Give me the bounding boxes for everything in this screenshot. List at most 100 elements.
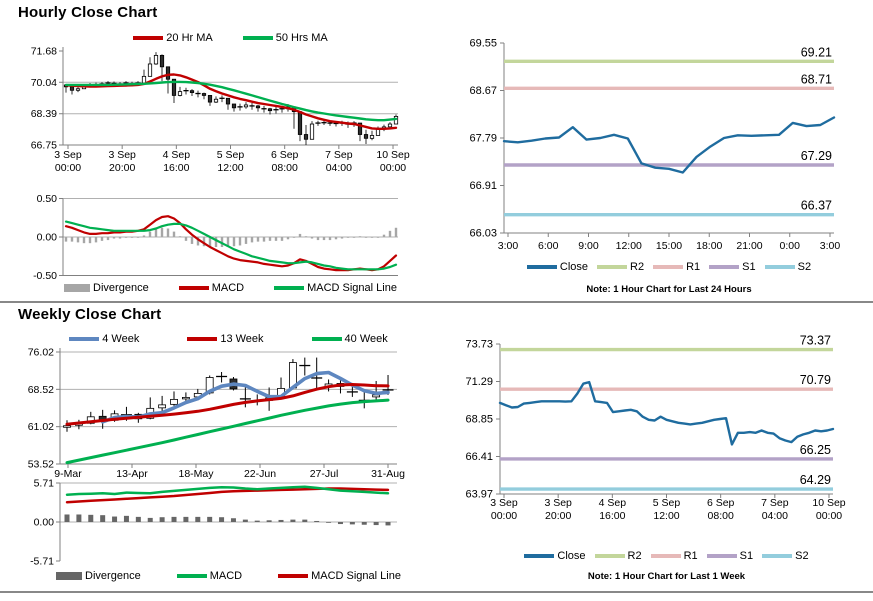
- y-tick-label: 70.04: [31, 77, 57, 89]
- candle-body: [213, 98, 219, 103]
- x-tick-label: 18-May: [178, 468, 214, 480]
- x-tick-label: 27-Jul: [310, 468, 339, 480]
- y-tick-label: 0.00: [34, 517, 55, 529]
- divergence-bar: [262, 237, 266, 242]
- legend-line-swatch: [133, 35, 164, 40]
- divergence-bar: [326, 522, 332, 523]
- divergence-bar: [352, 237, 356, 238]
- hourly-pivot-note: Note: 1 Hour Chart for Last 24 Hours: [586, 284, 752, 295]
- section-divider: [0, 301, 873, 303]
- legend-label: R1: [683, 549, 698, 562]
- legend-label: Close: [559, 260, 589, 273]
- macd-signal-line: [64, 220, 398, 271]
- x-tick-label: 04:00: [762, 510, 788, 522]
- divergence-bar: [70, 237, 74, 242]
- x-tick-label: 00:00: [816, 510, 842, 522]
- legend-line-swatch: [176, 573, 207, 578]
- y-tick-label: 5.71: [34, 478, 55, 490]
- candle-body: [181, 396, 190, 400]
- legend-line-swatch: [594, 553, 625, 558]
- x-tick-label: 00:00: [380, 162, 406, 174]
- divergence-bar: [208, 237, 212, 248]
- divergence-bar: [123, 515, 129, 522]
- divergence-bar: [304, 236, 308, 238]
- divergence-bar: [254, 520, 260, 522]
- x-tick-label: 31-Aug: [371, 468, 405, 480]
- x-tick-label: 6 Sep: [707, 497, 735, 509]
- divergence-bar: [142, 235, 146, 237]
- candle-body: [170, 398, 178, 405]
- x-tick-label: 0:00: [780, 240, 801, 252]
- legend-line-swatch: [706, 553, 737, 558]
- divergence-bar: [337, 522, 343, 525]
- x-tick-label: 08:00: [272, 162, 298, 174]
- ma-13week-line: [65, 383, 390, 426]
- level-label-r1: 68.71: [801, 72, 832, 86]
- candle-body: [363, 134, 369, 139]
- x-tick-label: 20:00: [545, 510, 571, 522]
- legend-line-swatch: [653, 264, 684, 269]
- x-tick-label: 16:00: [599, 510, 625, 522]
- divergence-bar: [274, 237, 278, 241]
- candle-body: [243, 104, 249, 108]
- legend-item-macd-signal-line: MACD Signal Line: [274, 282, 397, 294]
- legend-label: S1: [739, 549, 754, 562]
- x-tick-label: 7 Sep: [325, 149, 353, 161]
- divergence-bar: [184, 237, 188, 241]
- y-tick-label: 76.02: [28, 347, 54, 359]
- legend-label: 40 Week: [344, 332, 388, 345]
- y-tick-label: 69.55: [469, 38, 497, 50]
- candle-body: [63, 425, 71, 428]
- legend-item-r2: R2: [597, 261, 644, 273]
- legend-label: Divergence: [85, 569, 141, 582]
- legend-item-s1: S1: [709, 261, 756, 273]
- x-tick-label: 6:00: [538, 240, 559, 252]
- divergence-bar: [88, 237, 92, 244]
- divergence-bar: [250, 237, 254, 243]
- x-tick-label: 12:00: [217, 162, 243, 174]
- divergence-bar: [148, 231, 152, 237]
- divergence-bar: [64, 514, 70, 522]
- legend-bar-swatch: [64, 283, 91, 292]
- divergence-bar: [214, 237, 218, 248]
- legend-label: R2: [630, 260, 645, 273]
- y-tick-label: 67.79: [469, 133, 497, 145]
- divergence-bar: [130, 237, 134, 238]
- legend-line-swatch: [709, 264, 740, 269]
- x-tick-label: 3 Sep: [54, 149, 82, 161]
- legend-label: MACD Signal Line: [307, 281, 397, 294]
- legend-item-close: Close: [526, 260, 589, 273]
- y-tick-label: 68.52: [28, 384, 54, 396]
- legend-label: R1: [686, 260, 701, 273]
- divergence-bar: [242, 519, 248, 522]
- legend-item-s1: S1: [706, 549, 754, 562]
- x-tick-label: 3:00: [498, 240, 519, 252]
- divergence-bar: [266, 520, 272, 522]
- divergence-bar: [382, 234, 386, 237]
- level-label-s1: 67.29: [801, 149, 832, 163]
- x-tick-label: 4 Sep: [599, 497, 627, 509]
- legend-label: 50 Hrs MA: [275, 31, 328, 44]
- divergence-bar: [76, 237, 80, 243]
- level-label-s1: 66.25: [800, 443, 831, 457]
- divergence-bar: [135, 516, 141, 522]
- candle-body: [357, 122, 363, 135]
- legend-line-swatch: [278, 573, 309, 578]
- x-tick-label: 3 Sep: [108, 149, 136, 161]
- divergence-bar: [106, 237, 110, 241]
- y-tick-label: -5.71: [30, 555, 54, 567]
- candle-body: [297, 111, 303, 135]
- candle-body: [69, 86, 75, 91]
- divergence-bar: [244, 237, 248, 244]
- divergence-bar: [292, 237, 296, 238]
- divergence-bar: [268, 237, 272, 241]
- candle-body: [303, 134, 309, 140]
- candle-body: [171, 78, 177, 96]
- y-tick-label: 71.68: [31, 46, 57, 58]
- candle-body: [75, 88, 81, 91]
- divergence-bar: [82, 237, 86, 244]
- legend-item-r1: R1: [653, 261, 700, 273]
- legend-line-swatch: [597, 264, 628, 269]
- divergence-bar: [88, 514, 94, 522]
